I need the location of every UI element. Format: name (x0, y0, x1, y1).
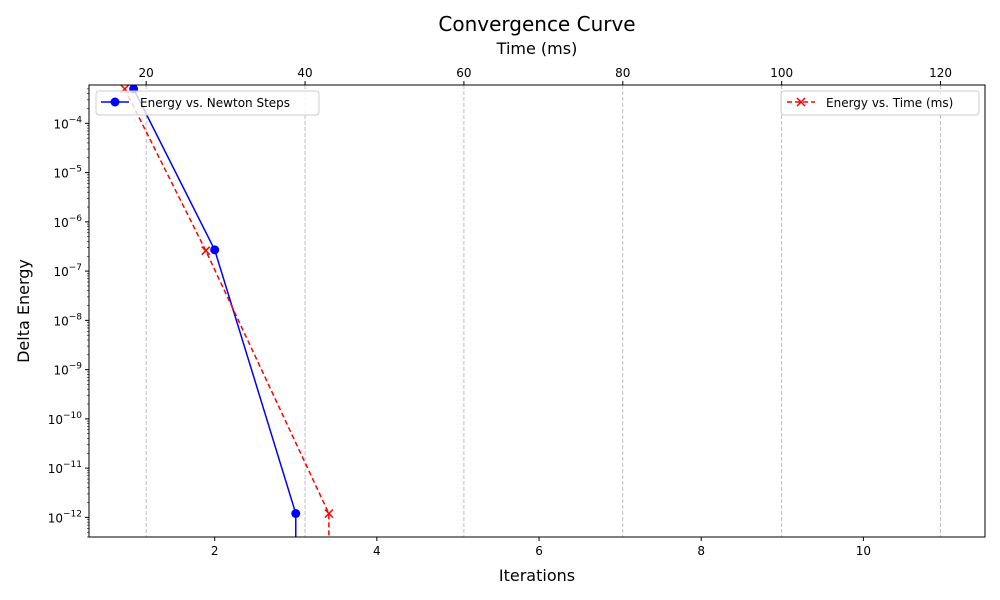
series-1 (120, 85, 334, 537)
legend-left-box (95, 90, 320, 116)
chart-title: Convergence Curve (438, 12, 635, 36)
y-tick-label-2: 10−10 (48, 411, 83, 427)
x-axis-title: Iterations (499, 566, 575, 585)
legend-right-box (780, 90, 980, 116)
y-tick-label-0: 10−12 (48, 509, 82, 525)
series-0 (129, 85, 301, 537)
plot-area-frame (88, 84, 986, 538)
top-tick-label-3: 80 (615, 66, 630, 80)
series-0-point-1 (210, 245, 220, 255)
series-0-point-2 (291, 508, 301, 518)
top-tick-label-0: 20 (139, 66, 154, 80)
legend-right: Energy vs. Time (ms) (780, 90, 980, 116)
top-tick-label-5: 120 (929, 66, 952, 80)
x-tick-label-4: 10 (856, 544, 871, 558)
legend-left-label: Energy vs. Newton Steps (140, 96, 290, 110)
y-tick-label-1: 10−11 (48, 460, 82, 476)
legend-right-marker (796, 97, 806, 107)
x-tick-label-1: 4 (373, 544, 381, 558)
series-line-1 (124, 88, 330, 537)
top-tick-label-1: 40 (297, 66, 312, 80)
x-tick-label-3: 8 (697, 544, 705, 558)
top-axis-title: Time (ms) (496, 39, 578, 58)
x-tick-label-0: 2 (211, 544, 219, 558)
legend-right-label: Energy vs. Time (ms) (826, 96, 953, 110)
legend-left-marker (110, 97, 120, 107)
series-group (120, 85, 334, 537)
legend-left: Energy vs. Newton Steps (95, 90, 320, 116)
y-tick-label-3: 10−9 (53, 362, 82, 378)
top-tick-label-2: 60 (456, 66, 471, 80)
y-axis-title: Delta Energy (14, 259, 33, 363)
series-1-point-2 (324, 508, 334, 519)
x-tick-label-2: 6 (535, 544, 543, 558)
y-tick-label-7: 10−5 (53, 165, 82, 181)
grid-lines (145, 85, 941, 537)
y-tick-label-8: 10−4 (53, 115, 82, 131)
axes: 20 40 60 80 100 120 2 4 6 8 10 10−12 10−11 10−10 10−9 1… (48, 66, 952, 558)
top-tick-label-4: 100 (770, 66, 793, 80)
y-tick-label-6: 10−6 (53, 214, 82, 230)
y-tick-label-4: 10−8 (53, 312, 82, 328)
y-tick-label-5: 10−7 (53, 263, 82, 279)
series-line-0 (132, 88, 297, 537)
series-1-point-1 (201, 246, 211, 256)
